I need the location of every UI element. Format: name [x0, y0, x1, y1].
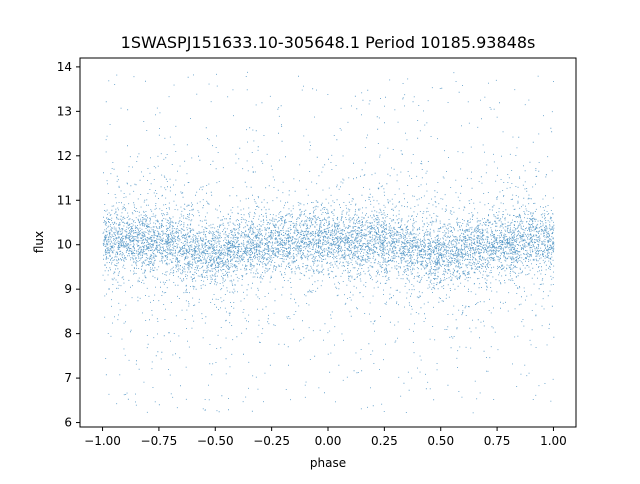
y-tick-label: 10: [57, 238, 72, 252]
y-tick-label: 12: [57, 149, 72, 163]
x-tick-label: 1.00: [540, 434, 567, 448]
x-tick-label: 0.25: [371, 434, 398, 448]
x-tick-label: −0.50: [197, 434, 234, 448]
x-tick-label: 0.75: [484, 434, 511, 448]
scatter-points: [102, 71, 555, 414]
x-tick-label: 0.00: [315, 434, 342, 448]
y-tick-label: 7: [64, 371, 72, 385]
y-tick-label: 9: [64, 282, 72, 296]
y-tick-label: 8: [64, 327, 72, 341]
y-axis-label: flux: [32, 231, 46, 253]
scatter-point-cloud: [102, 71, 555, 414]
y-tick-label: 11: [57, 193, 72, 207]
x-tick-label: −1.00: [84, 434, 121, 448]
x-tick-label: 0.50: [427, 434, 454, 448]
chart-title: 1SWASPJ151633.10-305648.1 Period 10185.9…: [121, 33, 536, 52]
y-axis-ticks: 6 7 8 9 10 11 12 13 14: [57, 60, 80, 430]
x-tick-label: −0.75: [141, 434, 178, 448]
y-tick-label: 14: [57, 60, 72, 74]
y-tick-label: 6: [64, 416, 72, 430]
x-tick-label: −0.25: [253, 434, 290, 448]
y-tick-label: 13: [57, 104, 72, 118]
x-axis-ticks: −1.00 −0.75 −0.50 −0.25 0.00 0.25 0.50 0.75 1.00: [84, 427, 567, 448]
x-axis-label: phase: [310, 456, 346, 470]
